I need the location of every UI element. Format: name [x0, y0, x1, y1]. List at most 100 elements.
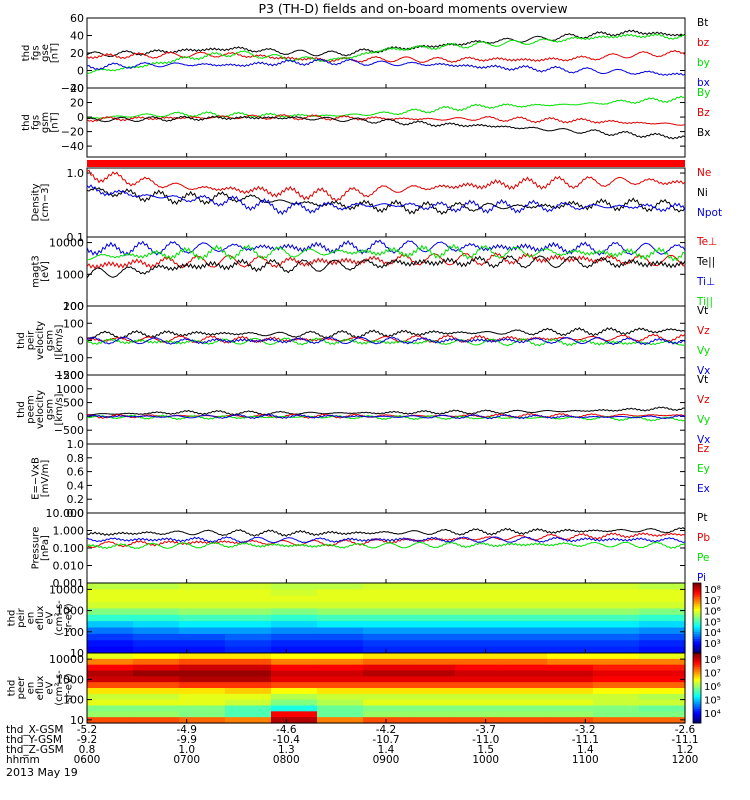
heatmap-cell	[87, 670, 134, 677]
heatmap-cell	[317, 614, 364, 622]
heatmap-cell	[225, 664, 272, 672]
colorbar-segment	[693, 585, 701, 589]
colorbar-segment	[693, 676, 701, 680]
y-axis-label-line: [nPa]	[40, 535, 51, 561]
heatmap-cell	[455, 633, 502, 641]
colorbar-segment	[693, 671, 701, 675]
colorbar-frame	[692, 652, 702, 724]
heatmap-cell	[317, 693, 364, 701]
heatmap-cell	[639, 676, 686, 683]
heatmap-cell	[501, 614, 548, 622]
heatmap-cell	[455, 583, 502, 590]
heatmap-cell	[593, 717, 640, 724]
y-axis-label-line: Pressure	[30, 527, 41, 570]
heatmap-cell	[133, 602, 180, 610]
heatmap-cell	[271, 646, 318, 654]
series-Vy	[86, 337, 686, 347]
colorbar-segment	[693, 655, 701, 659]
y-axis-label-line: sr-eV)	[64, 603, 75, 632]
heatmap-cell	[455, 602, 502, 610]
x-tick-value-y: -11.0	[472, 734, 499, 746]
y-axis-label: magt3[eV]	[30, 255, 51, 288]
heatmap-cell	[133, 670, 180, 677]
series-bz	[86, 49, 686, 63]
y-axis-label-line: thd	[16, 401, 27, 418]
x-tick-value-z: 1.0	[178, 744, 195, 756]
heatmap-cell	[87, 614, 134, 622]
heatmap-cell	[547, 621, 594, 629]
heatmap-cell	[409, 664, 456, 672]
panel-frame	[86, 17, 686, 89]
y-axis-label-line: fgs	[30, 45, 41, 60]
heatmap-cell	[133, 711, 180, 718]
heatmap-cell	[87, 646, 134, 654]
heatmap-cell	[639, 614, 686, 622]
heatmap-cell	[179, 640, 226, 648]
heatmap-cell	[501, 608, 548, 616]
y-axis-label: Density[cm−3]	[30, 183, 51, 221]
heatmap-cell	[363, 670, 410, 677]
y-axis-label-line: [km/s]	[54, 393, 65, 425]
heatmap-cell	[639, 633, 686, 641]
heatmap-cell	[593, 646, 640, 654]
heatmap-cell	[179, 583, 226, 590]
y-tick-label: 40	[70, 30, 84, 43]
series-Vx	[86, 336, 686, 346]
heatmap-cell	[455, 682, 502, 689]
heatmap-cell	[271, 633, 318, 641]
heatmap-cell	[409, 705, 456, 712]
y-tick-label: 1000	[56, 605, 84, 618]
heatmap-cell	[87, 676, 134, 683]
heatmap-cell	[317, 705, 364, 712]
x-tick-value-x: -3.2	[575, 724, 596, 736]
heatmap-cell	[225, 717, 272, 724]
colorbar-segment	[693, 608, 701, 612]
heatmap-cell	[179, 608, 226, 616]
heatmap-cell	[409, 653, 456, 660]
legend-entry-Vt: Vt	[697, 374, 708, 386]
x-tick-value-x: -4.2	[376, 724, 397, 736]
colorbar-segment	[693, 713, 701, 717]
y-axis-label-line: fgs	[30, 115, 41, 130]
heatmap-cell	[133, 653, 180, 660]
colorbar-segment	[693, 709, 701, 712]
series-Te⊥	[86, 252, 686, 270]
legend-entry-Vy: Vy	[697, 345, 710, 357]
heatmap-cell	[501, 664, 548, 672]
y-axis-label-line: [km/s]	[54, 324, 65, 356]
heatmap-cell	[547, 664, 594, 672]
heatmap-cell	[271, 670, 318, 677]
heatmap-cell	[593, 608, 640, 616]
heatmap-cell	[593, 583, 640, 590]
heatmap-cell	[179, 633, 226, 641]
heatmap-cell	[87, 595, 134, 603]
colorbar-segment	[693, 716, 701, 719]
y-axis-label-line: eV	[45, 611, 56, 624]
panel-density: 1.0 0.1 Density[cm−3] Ne Ni Npot	[30, 167, 722, 244]
x-tick-value-time: 1200	[672, 754, 699, 766]
heatmap-cell	[501, 682, 548, 689]
heatmap-cell	[225, 621, 272, 629]
heatmap-cell	[639, 595, 686, 603]
colorbar-segment	[693, 632, 701, 635]
heatmap-cell	[501, 595, 548, 603]
colorbar-segment	[693, 657, 701, 661]
heatmap-cell	[179, 627, 226, 635]
heatmap-cell	[593, 670, 640, 677]
colorbar-segment	[693, 648, 701, 652]
legend-entry-By: By	[697, 87, 710, 99]
heatmap-cell	[87, 711, 134, 718]
heatmap-cell	[179, 653, 226, 660]
heatmap-cell	[317, 676, 364, 683]
y-tick-label: 40	[70, 82, 84, 95]
heatmap-cell	[317, 602, 364, 610]
heatmap-cell	[133, 608, 180, 616]
colorbar-segment	[693, 622, 701, 626]
colorbar-segment	[693, 601, 701, 605]
heatmap-cell	[501, 646, 548, 654]
colorbar-segment	[693, 697, 701, 701]
heatmap-cell	[87, 682, 134, 689]
